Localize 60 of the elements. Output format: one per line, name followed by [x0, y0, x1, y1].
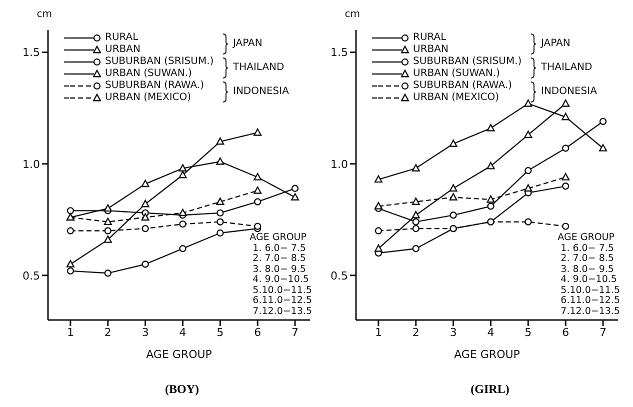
legend-label: URBAN (MEXICO) [105, 92, 192, 104]
annotation: 3. 8.0− 9.5 [560, 264, 615, 275]
annotation: 4. 9.0−10.5 [252, 274, 310, 286]
annotation: THAILAND [233, 62, 284, 74]
legend-label: SUBURBAN (SRISUM.) [105, 56, 214, 68]
y-axis-title: cm [36, 9, 52, 20]
annotation: 3. 8.0− 9.5 [252, 264, 307, 275]
x-tick-label: 5 [216, 326, 224, 339]
x-tick-label: 2 [104, 326, 112, 339]
y-tick-label: 1.5 [22, 46, 40, 60]
x-axis-title: AGE GROUP [454, 348, 520, 361]
x-tick-label: 4 [179, 326, 186, 339]
text: (GIRL) [470, 382, 510, 397]
legend-label: SUBURBAN (RAWA.) [105, 80, 204, 92]
legend-label: URBAN [105, 44, 140, 56]
legend-label: SUBURBAN (RAWA.) [413, 80, 512, 92]
annotation: 7.12.0−13.5 [252, 306, 312, 317]
annotation: 1. 6.0− 7.5 [560, 242, 615, 254]
x-tick-label: 1 [66, 326, 74, 339]
x-tick-label: 1 [374, 326, 382, 339]
text: (BOY) [164, 382, 200, 397]
x-tick-label: 2 [412, 326, 420, 339]
x-tick-label: 5 [524, 326, 532, 339]
y-tick-label: 1.5 [330, 46, 348, 60]
y-tick-label: 0.5 [330, 269, 348, 282]
annotation: 2. 7.0− 8.5 [560, 253, 615, 264]
legend-label: URBAN (MEXICO) [413, 92, 500, 104]
annotation: JAPAN [233, 38, 262, 50]
annotation: AGE GROUP [558, 232, 616, 244]
legend-label: SUBURBAN (SRISUM.) [413, 56, 522, 68]
x-tick-label: 4 [487, 326, 494, 339]
x-tick-label: 3 [450, 326, 457, 339]
legend-label: URBAN (SUWAN.) [105, 68, 192, 80]
y-tick-label: 0.5 [22, 269, 40, 282]
annotation: 7.12.0−13.5 [560, 306, 620, 317]
annotation: 5.10.0−11.5 [252, 284, 312, 296]
legend-label: URBAN [413, 44, 448, 56]
x-tick-label: 7 [600, 326, 607, 339]
annotation: 2. 7.0− 8.5 [252, 253, 307, 264]
annotation: INDONESIA [541, 86, 597, 98]
annotation: THAILAND [541, 62, 592, 74]
legend-label: URBAN (SUWAN.) [413, 68, 500, 80]
annotation: 6.11.0−12.5 [560, 295, 620, 306]
y-tick-label: 1.0 [330, 158, 348, 171]
annotation: 1. 6.0− 7.5 [252, 242, 307, 254]
annotation: 5.10.0−11.5 [560, 284, 620, 296]
x-tick-label: 3 [142, 326, 149, 339]
x-tick-label: 6 [562, 326, 570, 339]
y-axis-title: cm [344, 9, 360, 20]
legend-label: RURAL [413, 32, 446, 44]
annotation: AGE GROUP [250, 232, 308, 244]
annotation: 6.11.0−12.5 [252, 295, 312, 306]
x-tick-label: 6 [254, 326, 262, 339]
x-axis-title: AGE GROUP [146, 348, 212, 361]
legend-label: RURAL [105, 32, 138, 44]
x-tick-label: 7 [292, 326, 299, 339]
y-tick-label: 1.0 [22, 158, 40, 171]
annotation: 4. 9.0−10.5 [560, 274, 618, 286]
annotation: JAPAN [541, 38, 570, 50]
annotation: INDONESIA [233, 86, 289, 98]
